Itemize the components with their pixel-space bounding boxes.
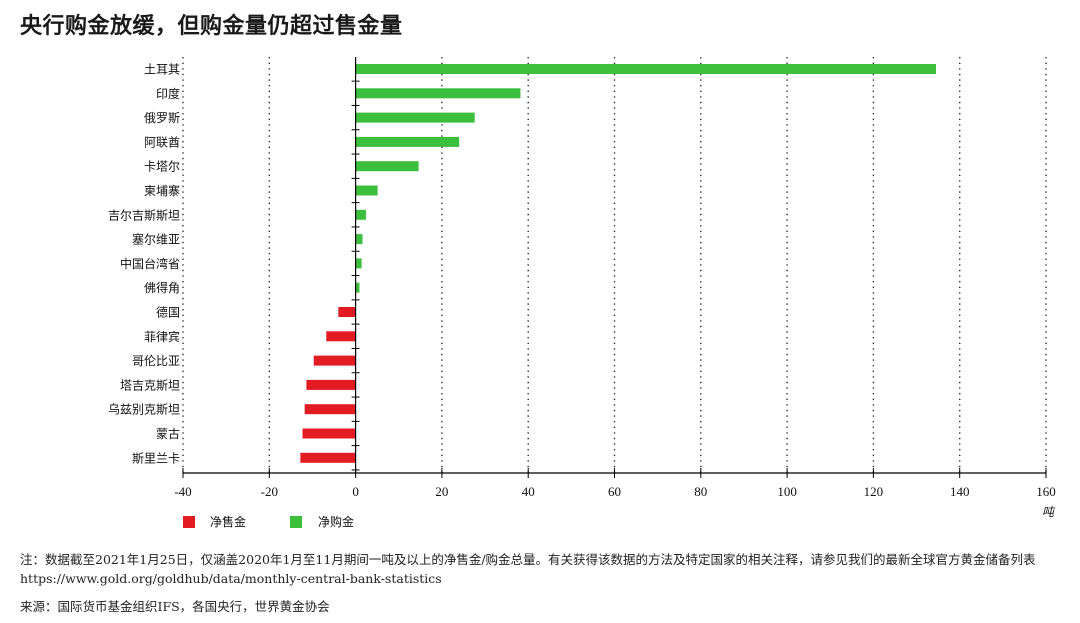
x-tick-label: 40 [522, 484, 535, 499]
x-tick-label: 0 [352, 484, 359, 499]
category-label: 土耳其 [144, 63, 180, 77]
bar [338, 307, 356, 317]
bar [326, 331, 356, 342]
x-tick-label: 120 [864, 484, 884, 499]
category-label: 塞尔维亚 [132, 232, 180, 247]
x-tick-label: -20 [261, 484, 278, 499]
bars-layer [300, 64, 936, 463]
source-note: 来源：国际货币基金组织IFS，各国央行，世界黄金协会 [20, 599, 330, 614]
category-label: 乌兹别克斯坦 [108, 402, 180, 417]
axes-layer [182, 57, 1047, 478]
bar [355, 282, 360, 293]
bar [355, 161, 419, 172]
bar [355, 234, 363, 245]
category-label: 哥伦比亚 [132, 353, 180, 368]
legend-label: 净购金 [318, 514, 354, 529]
category-label: 菲律宾 [144, 329, 180, 344]
bar [355, 185, 378, 196]
legend-swatch [290, 516, 302, 528]
category-label: 塔吉克斯坦 [120, 378, 180, 392]
category-label: 佛得角 [144, 280, 180, 295]
bar [355, 258, 362, 269]
category-label: 俄罗斯 [144, 111, 180, 125]
category-label: 阿联酋 [144, 134, 180, 149]
category-label: 蒙古 [156, 426, 180, 441]
bar [313, 355, 356, 366]
legend-label: 净售金 [210, 514, 246, 529]
legend: 净售金 净购金 [183, 514, 354, 529]
x-tick-label: 160 [1036, 484, 1056, 499]
bar [306, 379, 356, 390]
category-label: 印度 [156, 86, 180, 101]
x-tick-label: 20 [435, 484, 448, 499]
x-tick-label: 80 [694, 484, 707, 499]
chart-title: 央行购金放缓，但购金量仍超过售金量 [20, 14, 403, 39]
labels-layer: -40 -20 0 20 40 60 80 100 120 140 160 吨 土耳其印度俄罗斯阿联酋卡… [108, 63, 1056, 520]
category-label: 柬埔寨 [144, 183, 180, 198]
grid-layer [182, 57, 1047, 473]
bar [304, 404, 356, 415]
x-tick-label: 100 [777, 484, 797, 499]
bar [355, 64, 936, 74]
category-label: 中国台湾省 [120, 256, 180, 271]
bar [355, 88, 521, 99]
bar [355, 136, 460, 147]
footnote: 注：数据截至2021年1月25日，仅涵盖2020年1月至11月期间一吨及以上的净… [20, 552, 1036, 586]
bar [355, 209, 366, 220]
legend-swatch [183, 516, 195, 528]
category-label: 斯里兰卡 [132, 451, 180, 465]
bar [302, 428, 356, 439]
x-tick-label: 140 [950, 484, 970, 499]
x-axis-label: 吨 [1042, 505, 1056, 519]
bar-chart: -40 -20 0 20 40 60 80 100 120 140 160 吨 土耳其印度俄罗斯阿联酋卡… [108, 57, 1056, 529]
bar [355, 112, 475, 123]
category-label: 卡塔尔 [144, 159, 180, 174]
bar [300, 452, 356, 463]
category-label: 吉尔吉斯斯坦 [108, 207, 180, 222]
x-tick-label: 60 [608, 484, 621, 499]
x-tick-label: -40 [174, 484, 191, 499]
category-label: 德国 [156, 305, 180, 320]
